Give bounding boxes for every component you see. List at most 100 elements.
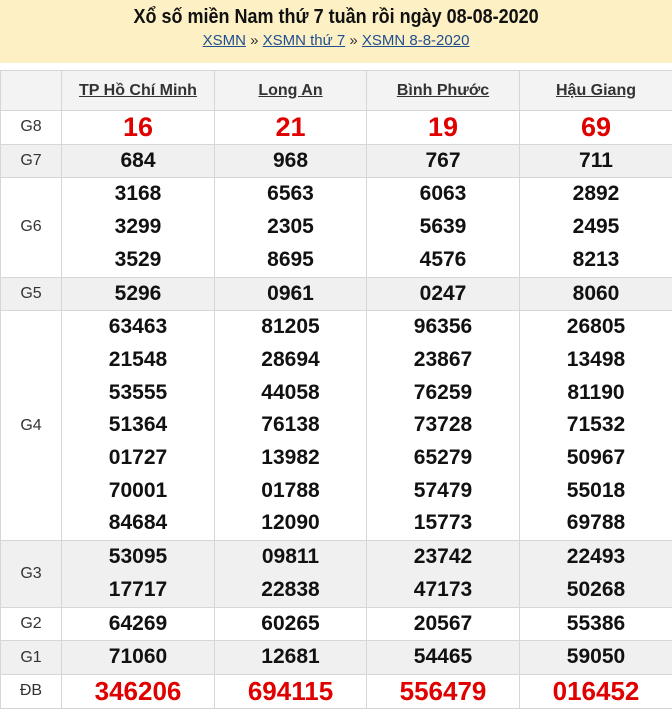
- prize-number: 767: [367, 145, 519, 178]
- prize-number: 694115: [215, 675, 366, 708]
- prize-cell: 59050: [520, 641, 672, 675]
- province-header[interactable]: Bình Phước: [367, 71, 520, 111]
- prize-number: 53555: [62, 377, 214, 410]
- breadcrumb-xsmn-thu-7[interactable]: XSMN thứ 7: [263, 32, 346, 49]
- breadcrumb-xsmn[interactable]: XSMN: [203, 32, 246, 49]
- prize-number: 81205: [215, 311, 366, 344]
- prize-cell: 5296: [62, 277, 215, 311]
- prize-number: 3529: [62, 244, 214, 277]
- prize-number: 26805: [520, 311, 672, 344]
- prize-number: 71532: [520, 409, 672, 442]
- prize-number: 57479: [367, 475, 519, 508]
- prize-cell: 968: [215, 144, 367, 178]
- breadcrumb-xsmn-date[interactable]: XSMN 8-8-2020: [362, 32, 470, 49]
- prize-number: 13498: [520, 344, 672, 377]
- prize-number: 17717: [62, 574, 214, 607]
- prize-cell: 71060: [62, 641, 215, 675]
- prize-cell: 0247: [367, 277, 520, 311]
- province-header[interactable]: Long An: [215, 71, 367, 111]
- prize-number: 0247: [367, 278, 519, 311]
- prize-number: 0961: [215, 278, 366, 311]
- prize-number: 23742: [367, 541, 519, 574]
- prize-cell: 346206: [62, 674, 215, 708]
- prize-number: 76259: [367, 377, 519, 410]
- breadcrumb: XSMN » XSMN thứ 7 » XSMN 8-8-2020: [0, 32, 672, 49]
- prize-number: 47173: [367, 574, 519, 607]
- prize-number: 19: [367, 111, 519, 144]
- prize-number: 09811: [215, 541, 366, 574]
- prize-number: 01727: [62, 442, 214, 475]
- prize-label: G5: [1, 277, 62, 311]
- province-link[interactable]: Hậu Giang: [556, 82, 636, 99]
- prize-number: 54465: [367, 641, 519, 674]
- prize-number: 8213: [520, 244, 672, 277]
- breadcrumb-separator: »: [349, 32, 357, 49]
- prize-cell: 684: [62, 144, 215, 178]
- prize-label: G2: [1, 607, 62, 641]
- prize-number: 50268: [520, 574, 672, 607]
- prize-cell: 016452: [520, 674, 672, 708]
- prize-cell: 711: [520, 144, 672, 178]
- page-title: Xổ số miền Nam thứ 7 tuần rồi ngày 08-08…: [133, 6, 538, 29]
- province-header[interactable]: Hậu Giang: [520, 71, 672, 111]
- province-link[interactable]: Long An: [258, 82, 322, 99]
- prize-cell: 694115: [215, 674, 367, 708]
- prize-number: 22838: [215, 574, 366, 607]
- prize-number: 5639: [367, 211, 519, 244]
- prize-cell: 54465: [367, 641, 520, 675]
- prize-number: 12681: [215, 641, 366, 674]
- prize-number: 8060: [520, 278, 672, 311]
- prize-number: 65279: [367, 442, 519, 475]
- prize-number: 5296: [62, 278, 214, 311]
- prize-number: 2892: [520, 178, 672, 211]
- prize-label: G7: [1, 144, 62, 178]
- prize-number: 55386: [520, 608, 672, 641]
- prize-number: 44058: [215, 377, 366, 410]
- prize-number: 53095: [62, 541, 214, 574]
- breadcrumb-separator: »: [250, 32, 258, 49]
- prize-cell: 64269: [62, 607, 215, 641]
- province-link[interactable]: TP Hồ Chí Minh: [79, 82, 197, 99]
- prize-cell: 16: [62, 111, 215, 145]
- prize-number: 55018: [520, 475, 672, 508]
- prize-number: 16: [62, 111, 214, 144]
- prize-number: 64269: [62, 608, 214, 641]
- prize-number: 8695: [215, 244, 366, 277]
- prize-number: 12090: [215, 507, 366, 540]
- prize-number: 20567: [367, 608, 519, 641]
- header-banner: Xổ số miền Nam thứ 7 tuần rồi ngày 08-08…: [0, 0, 672, 63]
- prize-number: 73728: [367, 409, 519, 442]
- prize-cell: 55386: [520, 607, 672, 641]
- prize-number: 81190: [520, 377, 672, 410]
- prize-number: 6563: [215, 178, 366, 211]
- prize-label: G3: [1, 541, 62, 607]
- prize-number: 15773: [367, 507, 519, 540]
- province-header[interactable]: TP Hồ Chí Minh: [62, 71, 215, 111]
- prize-number: 6063: [367, 178, 519, 211]
- prize-number: 70001: [62, 475, 214, 508]
- province-link[interactable]: Bình Phước: [397, 82, 489, 99]
- prize-number: 69: [520, 111, 672, 144]
- prize-number: 2495: [520, 211, 672, 244]
- prize-label: G8: [1, 111, 62, 145]
- prize-number: 28694: [215, 344, 366, 377]
- prize-cell: 767: [367, 144, 520, 178]
- prize-number: 63463: [62, 311, 214, 344]
- prize-number: 21: [215, 111, 366, 144]
- prize-number: 50967: [520, 442, 672, 475]
- prize-number: 01788: [215, 475, 366, 508]
